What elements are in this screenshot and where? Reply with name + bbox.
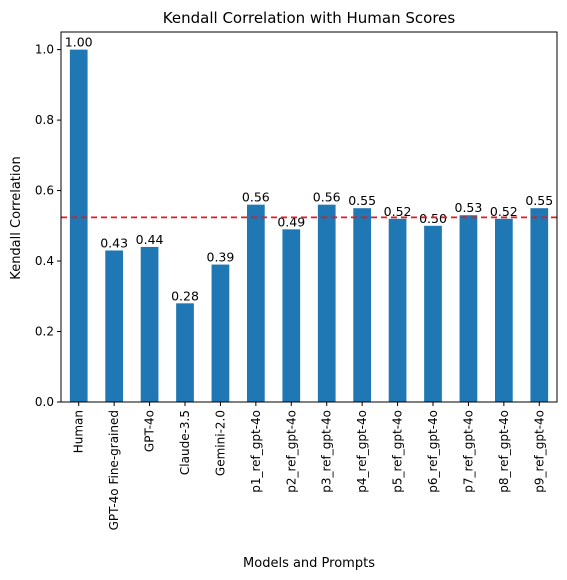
x-tick-label: p7_ref_gpt-4o (461, 410, 475, 493)
x-axis-label: Models and Prompts (243, 556, 375, 571)
x-tick-label: p2_ref_gpt-4o (284, 410, 298, 493)
bar (424, 225, 442, 402)
bar (282, 229, 301, 402)
data-label: 0.52 (384, 204, 412, 219)
data-label: 0.50 (419, 211, 447, 226)
data-label: 1.00 (65, 35, 93, 50)
x-tick-label: p6_ref_gpt-4o (426, 410, 440, 493)
x-tick-label: Gemini-2.0 (213, 410, 227, 476)
chart-title: Kendall Correlation with Human Scores (163, 9, 456, 27)
x-tick-label: GPT-4o Fine-grained (107, 410, 121, 530)
data-label: 0.28 (171, 288, 199, 303)
y-tick-label: 0.0 (35, 395, 54, 409)
data-label: 0.55 (348, 193, 376, 208)
bar (247, 204, 265, 402)
data-label: 0.55 (525, 193, 553, 208)
y-tick-label: 1.0 (35, 43, 54, 57)
x-tick-label: p3_ref_gpt-4o (320, 410, 334, 493)
x-tick-label: p5_ref_gpt-4o (391, 410, 405, 493)
data-label: 0.39 (207, 250, 235, 265)
bar (353, 208, 371, 402)
data-label: 0.44 (136, 232, 164, 247)
data-label: 0.53 (455, 200, 483, 215)
y-tick-label: 0.2 (35, 325, 54, 339)
bar (317, 204, 336, 402)
data-label: 0.52 (490, 204, 518, 219)
x-tick-label: p4_ref_gpt-4o (355, 410, 369, 493)
x-tick-label: GPT-4o (143, 410, 157, 452)
y-tick-label: 0.4 (35, 254, 54, 268)
bar (176, 303, 194, 402)
bar (495, 218, 513, 402)
plot-frame (60, 31, 558, 403)
bar (388, 218, 407, 402)
plot-area: 1.00 Human 0.43 GPT-4o Fine-grained 0.44 GPT-… (35, 31, 558, 530)
data-label: 0.56 (313, 190, 341, 205)
data-label: 0.43 (100, 235, 128, 250)
bar (69, 49, 88, 402)
y-tick-label: 0.6 (35, 184, 54, 198)
bar (211, 264, 230, 402)
bar (140, 246, 159, 402)
bar (530, 208, 549, 402)
x-tick-label: Human (72, 410, 86, 453)
x-tick-label: p8_ref_gpt-4o (497, 410, 511, 493)
bar (459, 215, 478, 402)
bar (105, 250, 123, 402)
y-axis-label: Kendall Correlation (9, 156, 24, 279)
x-tick-label: p1_ref_gpt-4o (249, 410, 263, 493)
data-label: 0.56 (242, 190, 270, 205)
x-tick-label: p9_ref_gpt-4o (532, 410, 546, 493)
y-tick-label: 0.8 (35, 113, 54, 127)
x-tick-label: Claude-3.5 (178, 410, 192, 475)
